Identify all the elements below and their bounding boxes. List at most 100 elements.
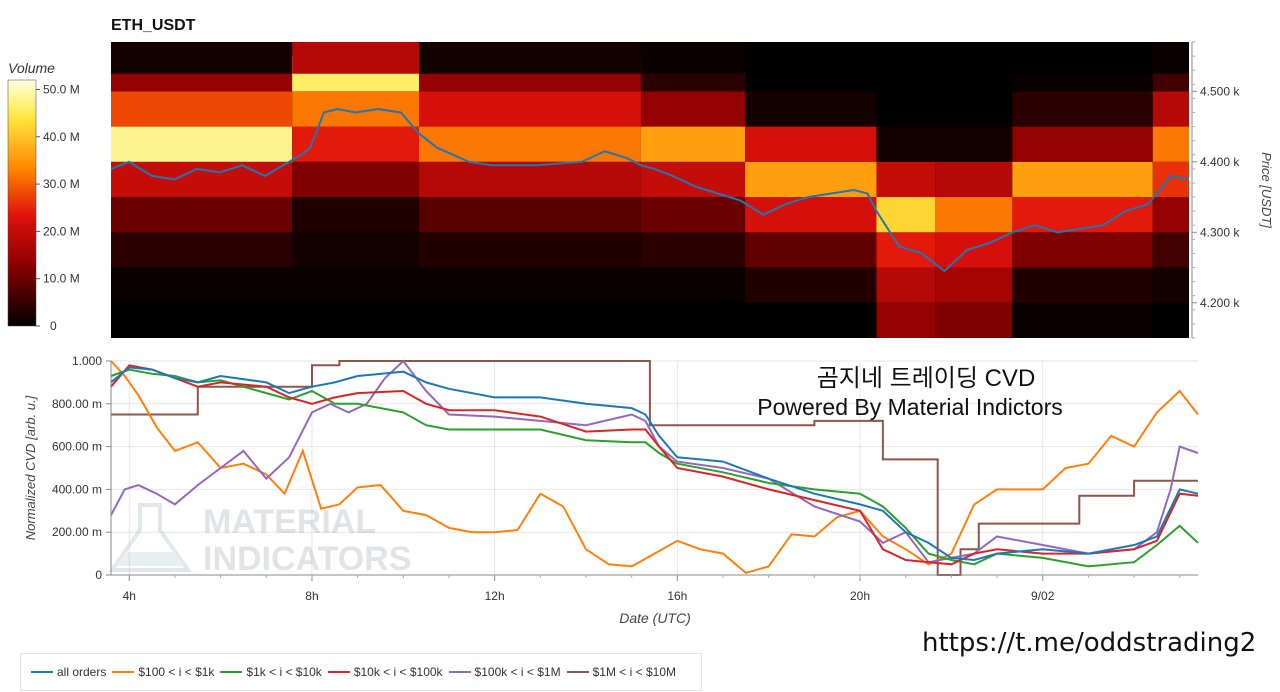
cvd-y-tick-label: 1.000 (72, 354, 102, 368)
heatmap-cell (1152, 126, 1189, 162)
heatmap-cell (292, 302, 419, 338)
heatmap-cell (1012, 302, 1153, 338)
legend-swatch (220, 671, 243, 673)
heatmap-cell (1012, 161, 1153, 198)
cvd-grid (111, 360, 1198, 576)
material-indicators-watermark: MATERIAL INDICATORS (108, 503, 411, 578)
heatmap-cell (876, 42, 936, 74)
cvd-axes: 0 200.00 m 400.00 m 600.00 m 800.00 m 1.000 4h… (52, 354, 1198, 603)
heatmap-cell (876, 161, 936, 198)
heatmap-cell (111, 302, 293, 338)
colorbar-tick-label: 20.0 M (43, 224, 80, 238)
heatmap-cell (640, 267, 746, 303)
heatmap-cell (292, 126, 419, 162)
cvd-y-tick-label: 200.00 m (52, 525, 102, 539)
heatmap-y-tick-label: 4.400 k (1200, 155, 1240, 169)
heatmap-y-tick-label: 4.200 k (1200, 296, 1240, 310)
heatmap-y-axis: 4.200 k 4.300 k 4.400 k 4.500 k (1191, 41, 1240, 339)
heatmap-cell (1152, 302, 1189, 338)
cvd-series-line (110, 360, 1199, 575)
cvd-series-line (110, 366, 1199, 562)
legend-swatch (448, 671, 471, 673)
heatmap-cell (1152, 267, 1189, 303)
heatmap-cell (640, 161, 746, 198)
cvd-x-tick-label: 20h (850, 589, 870, 603)
heatmap-cell (876, 126, 936, 162)
colorbar-ticks: 0 10.0 M 20.0 M 30.0 M 40.0 M 50.0 M (36, 82, 80, 333)
cvd-x-tick-label: 12h (485, 589, 505, 603)
heatmap-cell (935, 197, 1013, 233)
colorbar-tick-label: 10.0 M (43, 272, 80, 286)
heatmap-cell (935, 267, 1013, 303)
heatmap-cell (640, 126, 746, 162)
heatmap-cell (935, 42, 1013, 74)
colorbar (7, 79, 37, 327)
heatmap-cell (111, 197, 293, 233)
legend-label: $1k < i < $10k (246, 665, 322, 679)
heatmap-cell (1152, 197, 1189, 233)
cvd-series-line (110, 359, 1199, 564)
heatmap-cell (111, 91, 293, 127)
cvd-y-tick-label: 800.00 m (52, 397, 102, 411)
heatmap-cell (876, 197, 936, 233)
heatmap-cell (640, 197, 746, 233)
heatmap-cell (419, 126, 641, 162)
watermark-line-2: INDICATORS (203, 540, 411, 578)
heatmap-y-tick-label: 4.300 k (1200, 225, 1240, 239)
colorbar-tick-label: 0 (50, 319, 57, 333)
cvd-subtitle: Powered By Material Indictors (757, 394, 1063, 420)
heatmap-cell (1012, 91, 1153, 127)
heatmap-plot (110, 42, 1190, 338)
telegram-link[interactable]: https://t.me/oddstrading2 (922, 628, 1257, 658)
legend-item[interactable]: $10k < i < $100k (327, 665, 443, 679)
legend-item[interactable]: $1M < i < $10M (566, 665, 676, 679)
heatmap-cell (419, 267, 641, 303)
flask-liquid-icon (116, 552, 184, 566)
heatmap-cell (419, 232, 641, 268)
colorbar-tick-label: 30.0 M (43, 177, 80, 191)
colorbar-label: Volume (8, 60, 55, 76)
cvd-title: 곰지네 트레이딩 CVD (817, 365, 1036, 392)
cvd-x-tick-label: 4h (123, 589, 136, 603)
legend-swatch (31, 671, 53, 673)
heatmap-cell (292, 91, 419, 127)
legend: all orders $100 < i < $1k $1k < i < $10k $1… (20, 653, 702, 691)
colorbar-tick-label: 40.0 M (43, 130, 80, 144)
heatmap-cell (935, 91, 1013, 127)
heatmap-cell (1152, 91, 1189, 127)
cvd-series-line (110, 364, 1199, 566)
legend-label: $100 < i < $1k (138, 665, 215, 679)
cvd-series-line (111, 360, 1198, 576)
heatmap-cell (935, 302, 1013, 338)
heatmap-cell (876, 91, 936, 127)
cvd-y-tick-label: 0 (95, 568, 102, 582)
legend-item[interactable]: all orders (31, 665, 106, 679)
cvd-lines (110, 359, 1199, 576)
heatmap-cell (640, 232, 746, 268)
legend-item[interactable]: $100 < i < $1k (112, 665, 214, 679)
heatmap-cells (111, 42, 1189, 338)
heatmap-cell (1012, 267, 1153, 303)
heatmap-cell (640, 42, 746, 74)
heatmap-cell (111, 126, 293, 162)
legend-label: $1M < i < $10M (592, 665, 676, 679)
legend-item[interactable]: $100k < i < $1M (448, 665, 561, 679)
flask-icon (108, 503, 192, 572)
heatmap-cell (292, 232, 419, 268)
legend-item[interactable]: $1k < i < $10k (220, 665, 322, 679)
heatmap-cell (876, 232, 936, 268)
heatmap-cell (1012, 126, 1153, 162)
price-line (110, 107, 1190, 273)
heatmap-cell (1152, 42, 1189, 74)
heatmap-cell (745, 267, 877, 303)
heatmap-cell (1012, 42, 1153, 74)
heatmap-y-label: Price [USDT] (1259, 152, 1274, 228)
legend-label: all orders (57, 665, 107, 679)
cvd-x-label: Date (UTC) (619, 610, 691, 626)
cvd-x-tick-label: 16h (667, 589, 687, 603)
heatmap-title: ETH_USDT (111, 17, 196, 34)
heatmap-cell (1152, 232, 1189, 268)
heatmap-cell (640, 91, 746, 127)
cvd-x-tick-label: 8h (305, 589, 318, 603)
heatmap-cell (935, 161, 1013, 198)
